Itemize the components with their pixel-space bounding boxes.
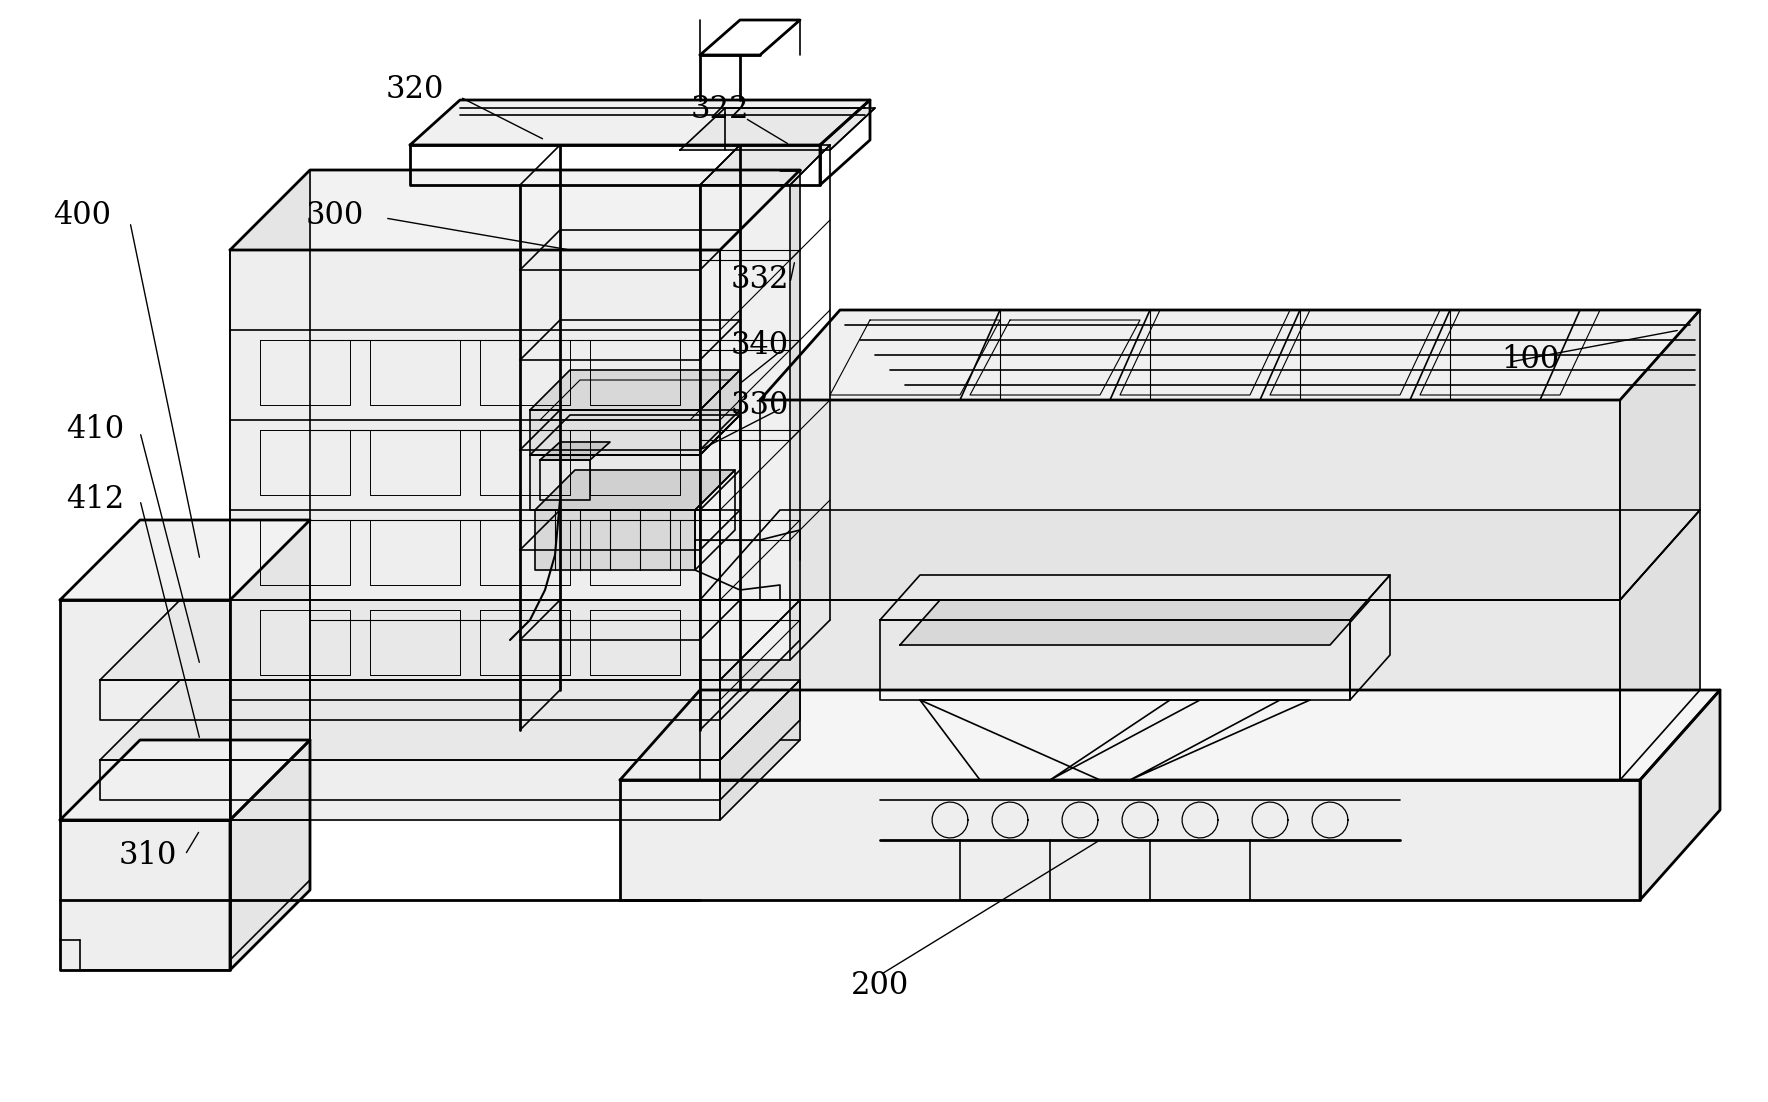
Text: 100: 100 xyxy=(1501,345,1559,376)
Polygon shape xyxy=(530,455,700,510)
Polygon shape xyxy=(536,469,735,510)
Polygon shape xyxy=(230,170,309,820)
Polygon shape xyxy=(530,370,741,410)
Polygon shape xyxy=(681,108,875,150)
Polygon shape xyxy=(700,510,1701,599)
Polygon shape xyxy=(1619,310,1701,599)
Polygon shape xyxy=(621,780,1641,900)
Polygon shape xyxy=(410,100,870,145)
Polygon shape xyxy=(760,310,1701,400)
Polygon shape xyxy=(60,741,309,820)
Polygon shape xyxy=(720,170,799,820)
Polygon shape xyxy=(700,185,790,660)
Text: 340: 340 xyxy=(730,329,789,360)
Polygon shape xyxy=(101,680,799,760)
Polygon shape xyxy=(230,741,309,970)
Polygon shape xyxy=(700,145,829,185)
Text: 330: 330 xyxy=(730,389,789,421)
Text: 300: 300 xyxy=(306,199,364,230)
Text: 310: 310 xyxy=(118,840,177,871)
Polygon shape xyxy=(60,599,230,820)
Text: 200: 200 xyxy=(850,970,909,1001)
Polygon shape xyxy=(621,690,1720,780)
Polygon shape xyxy=(530,410,700,455)
Polygon shape xyxy=(101,599,799,680)
Polygon shape xyxy=(60,820,230,970)
Polygon shape xyxy=(700,599,1619,780)
Polygon shape xyxy=(880,575,1390,620)
Polygon shape xyxy=(900,599,1370,645)
Polygon shape xyxy=(230,250,720,820)
Text: 332: 332 xyxy=(730,264,789,295)
Polygon shape xyxy=(539,442,610,460)
Text: 410: 410 xyxy=(65,414,124,445)
Polygon shape xyxy=(1619,510,1701,780)
Text: 400: 400 xyxy=(53,199,111,230)
Polygon shape xyxy=(230,170,799,250)
Polygon shape xyxy=(230,520,309,820)
Polygon shape xyxy=(760,400,1619,599)
Text: 412: 412 xyxy=(65,485,124,516)
Polygon shape xyxy=(536,510,695,570)
Polygon shape xyxy=(700,370,741,455)
Text: 320: 320 xyxy=(385,75,444,106)
Polygon shape xyxy=(60,520,309,599)
Polygon shape xyxy=(1641,690,1720,900)
Polygon shape xyxy=(530,415,741,455)
Text: 322: 322 xyxy=(691,95,750,126)
